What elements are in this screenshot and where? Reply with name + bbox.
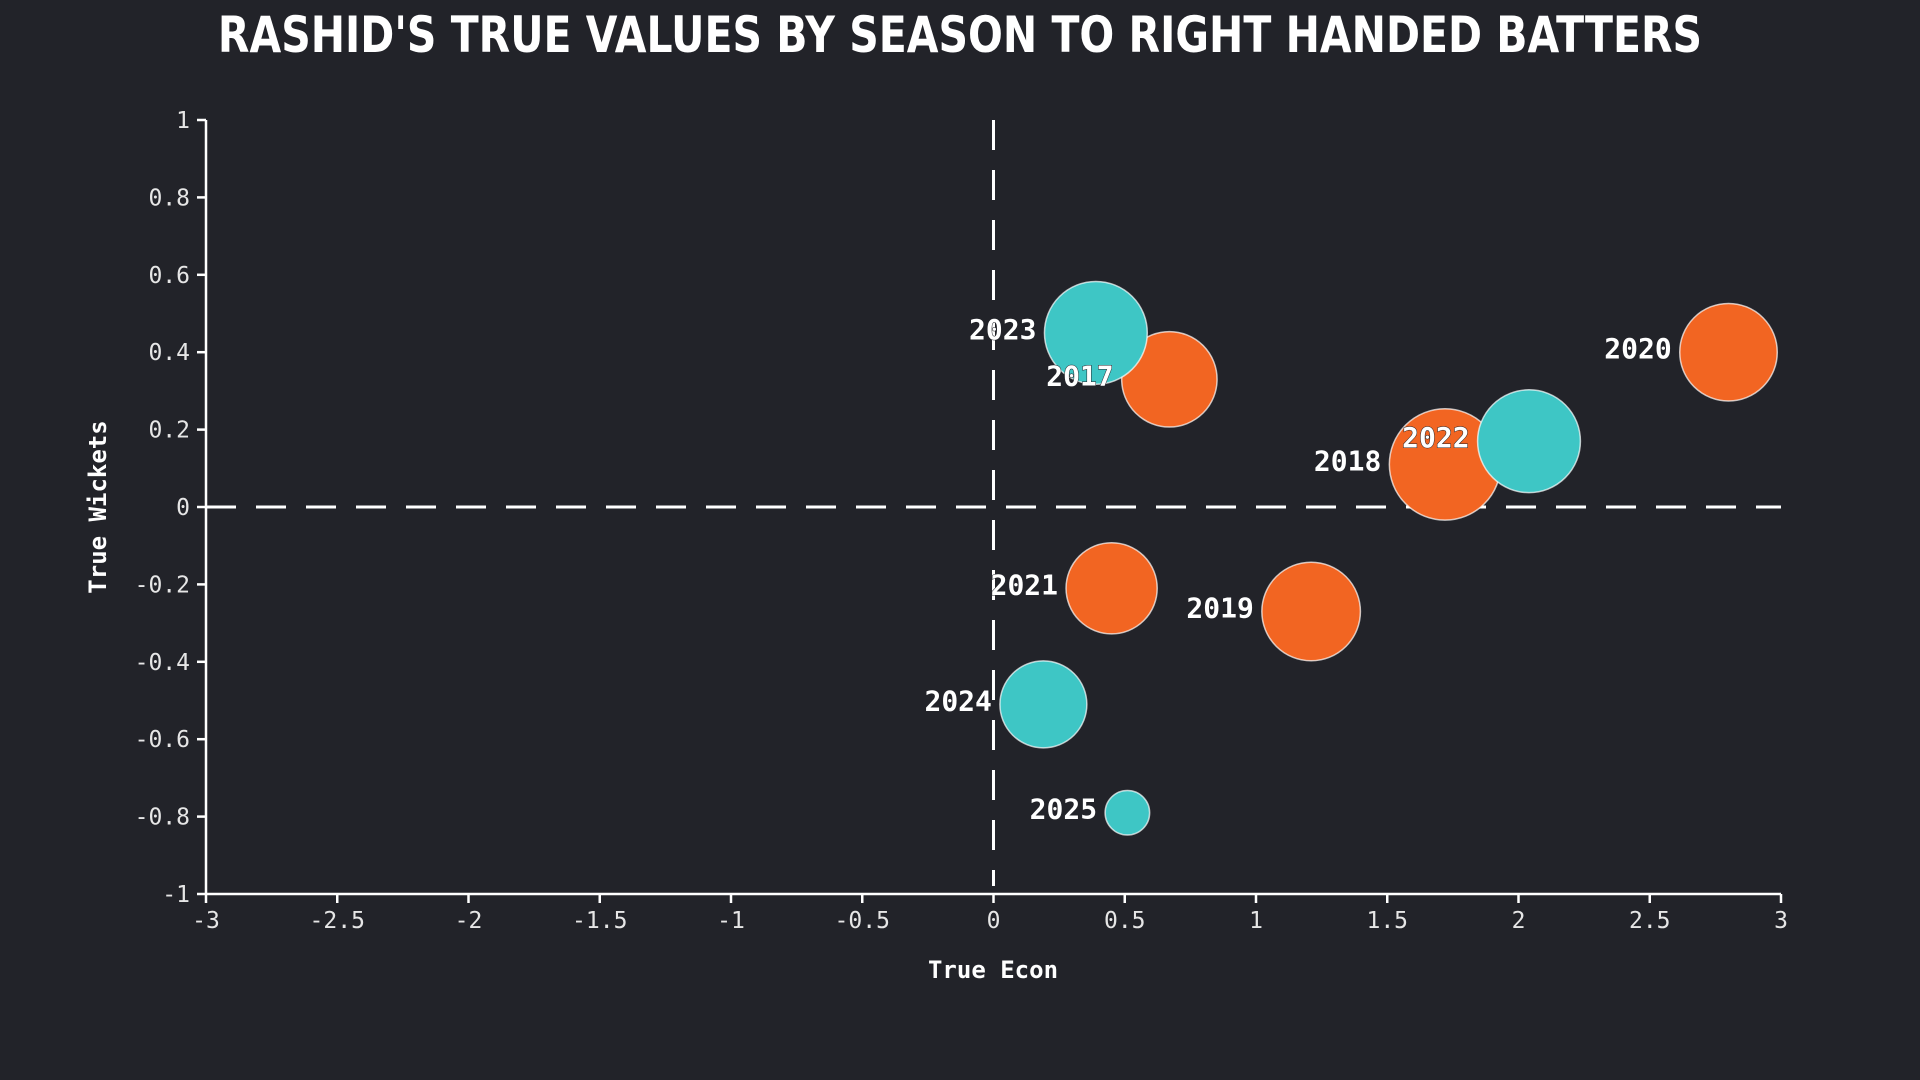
point-label-2019: 2019 (1186, 591, 1253, 624)
y-axis-label: True Wickets (84, 420, 112, 593)
x-tick-label: -2 (455, 908, 483, 934)
axes: -3 -2.5 -2 -1.5 -1 -0.5 0 0.5 1 1.5 2 2.5 3 1 0.8 0.6 0.… (135, 108, 1788, 934)
point-2024 (999, 660, 1088, 749)
x-tick-label: -3 (192, 908, 220, 934)
x-tick-label: 1 (1249, 908, 1263, 934)
y-tick-label: -0.2 (135, 572, 190, 598)
x-tick-label: 3 (1774, 908, 1788, 934)
x-tick-label: 2.5 (1629, 908, 1671, 934)
point-label-2022: 2022 (1402, 421, 1469, 454)
point-2021 (1065, 541, 1158, 635)
y-tick-label: 0.6 (148, 263, 190, 289)
x-tick-label: -1.5 (572, 908, 627, 934)
point-label-2017: 2017 (1046, 359, 1113, 392)
point-2020 (1678, 302, 1779, 402)
y-tick-label: -0.4 (135, 650, 190, 676)
y-tick-label: -0.6 (135, 727, 190, 753)
reference-lines (206, 120, 1781, 886)
x-tick-label: -1 (717, 908, 745, 934)
y-tick-label: 1 (176, 108, 190, 134)
y-tick-label: -0.8 (135, 805, 190, 831)
y-tick-label: 0.2 (148, 418, 190, 444)
point-2017 (1120, 330, 1218, 428)
x-tick-label: -2.5 (310, 908, 365, 934)
x-axis-label: True Econ (928, 956, 1058, 984)
data-points (999, 280, 1779, 836)
x-tick-label: 0 (987, 908, 1001, 934)
x-tick-label: -0.5 (835, 908, 890, 934)
y-tick-label: 0.8 (148, 185, 190, 211)
y-tick-label: -1 (162, 882, 190, 908)
point-2022 (1476, 389, 1582, 494)
point-label-2020: 2020 (1604, 332, 1671, 365)
x-tick-label: 2 (1512, 908, 1526, 934)
point-labels: 2017 2018 2019 2020 2021 2022 2023 2024 2025 (924, 312, 1672, 826)
point-label-2023: 2023 (969, 313, 1036, 346)
point-label-2018: 2018 (1314, 444, 1381, 477)
point-2025 (1104, 789, 1151, 836)
point-2023 (1043, 280, 1149, 386)
point-label-2025: 2025 (1030, 793, 1097, 826)
x-tick-label: 1.5 (1366, 908, 1408, 934)
y-tick-label: 0 (176, 495, 190, 521)
chart-title: RASHID'S TRUE VALUES BY SEASON TO RIGHT … (217, 6, 1703, 64)
point-label-2021: 2021 (991, 568, 1058, 601)
point-label-2024: 2024 (924, 684, 991, 717)
point-2019 (1261, 561, 1362, 662)
x-tick-label: 0.5 (1104, 908, 1146, 934)
y-tick-label: 0.4 (148, 340, 190, 366)
